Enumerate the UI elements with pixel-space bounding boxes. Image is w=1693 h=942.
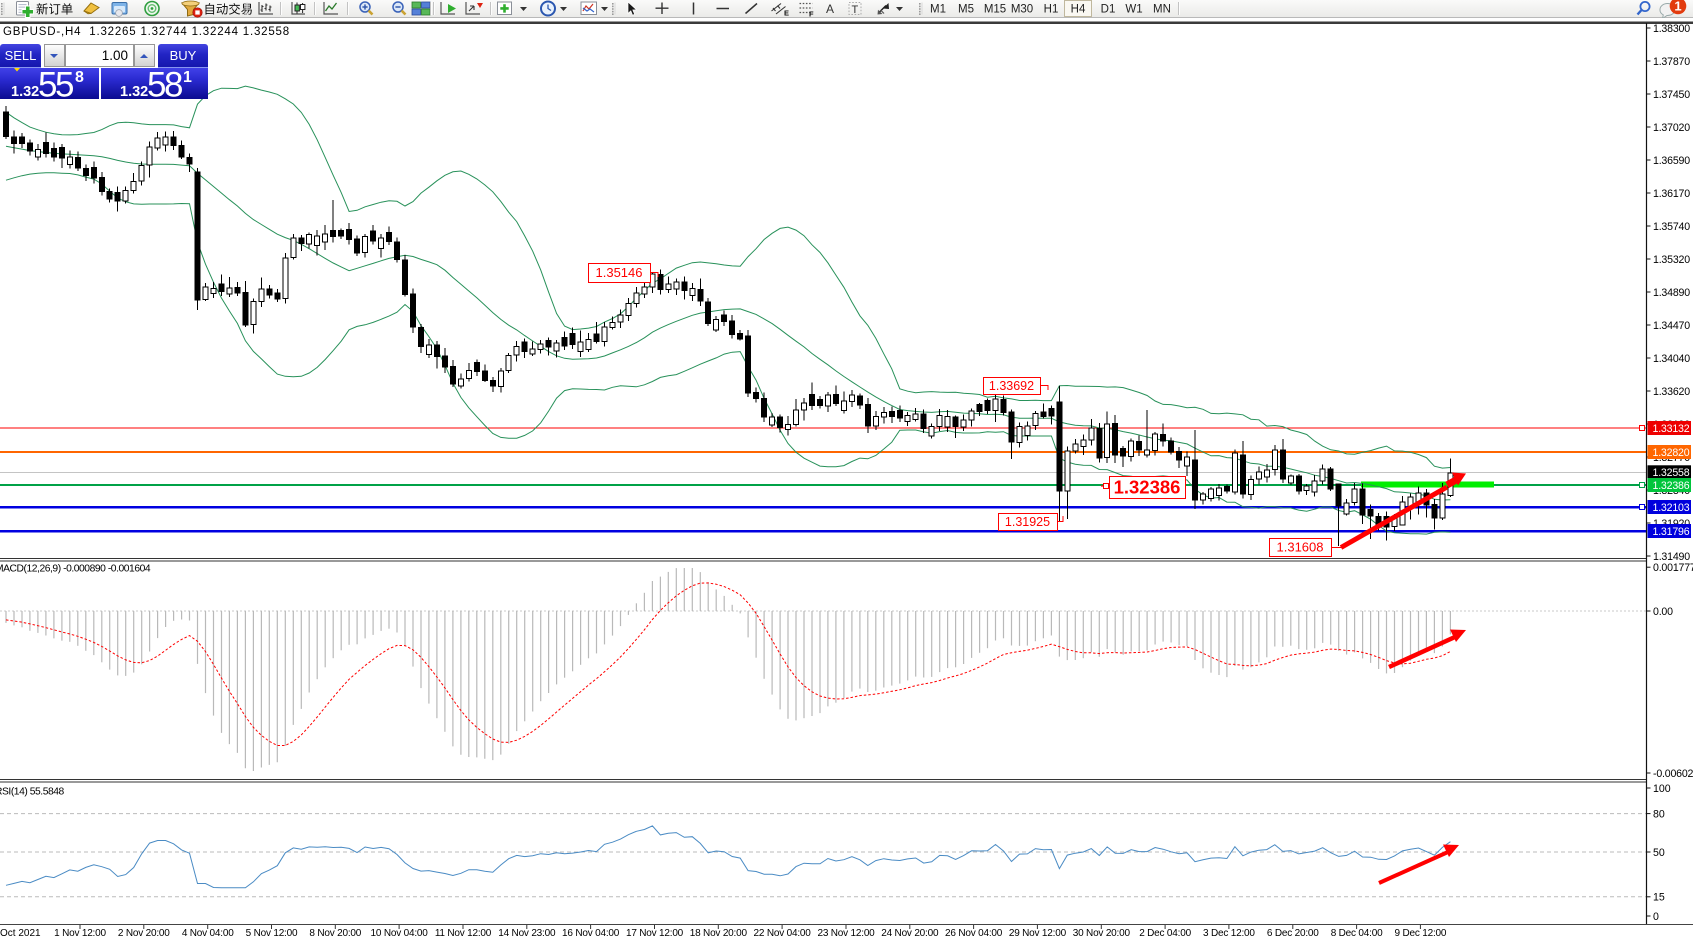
svg-text:H4: H4 [1071, 4, 1086, 16]
svg-text:80: 80 [1653, 808, 1665, 820]
svg-text:8 Nov 20:00: 8 Nov 20:00 [309, 928, 361, 939]
svg-text:16 Nov 04:00: 16 Nov 04:00 [562, 928, 620, 939]
svg-text:8 Dec 04:00: 8 Dec 04:00 [1331, 928, 1383, 939]
svg-text:3 Dec 12:00: 3 Dec 12:00 [1203, 928, 1255, 939]
svg-text:1.36590: 1.36590 [1653, 155, 1690, 167]
svg-text:23 Nov 12:00: 23 Nov 12:00 [817, 928, 875, 939]
svg-text:22 Nov 04:00: 22 Nov 04:00 [754, 928, 812, 939]
svg-text:5 Nov 12:00: 5 Nov 12:00 [246, 928, 298, 939]
svg-text:1.31490: 1.31490 [1653, 551, 1690, 563]
svg-text:26 Nov 04:00: 26 Nov 04:00 [945, 928, 1003, 939]
svg-text:18 Nov 20:00: 18 Nov 20:00 [690, 928, 748, 939]
svg-text:W1: W1 [1125, 4, 1142, 16]
svg-text:1.32103: 1.32103 [1653, 502, 1690, 514]
svg-text:M5: M5 [958, 4, 974, 16]
svg-text:1.36170: 1.36170 [1653, 188, 1690, 200]
svg-text:GBPUSD-,H4 1.32265 1.32744 1.: GBPUSD-,H4 1.32265 1.32744 1.32244 1.325… [3, 26, 290, 38]
svg-text:1.31925: 1.31925 [1005, 515, 1050, 529]
svg-text:1.35146: 1.35146 [596, 265, 643, 280]
svg-text:1.32: 1.32 [11, 84, 39, 99]
svg-text:1.35320: 1.35320 [1653, 254, 1690, 266]
svg-text:1: 1 [183, 69, 192, 86]
svg-text:4 Nov 04:00: 4 Nov 04:00 [182, 928, 234, 939]
svg-text:M30: M30 [1011, 4, 1033, 16]
svg-text:1.34040: 1.34040 [1653, 353, 1690, 365]
svg-text:8: 8 [75, 69, 84, 86]
svg-text:1.32386: 1.32386 [1653, 480, 1690, 492]
svg-text:55: 55 [38, 68, 73, 99]
svg-text:11 Nov 12:00: 11 Nov 12:00 [435, 928, 492, 939]
svg-text:29 Nov 12:00: 29 Nov 12:00 [1009, 928, 1067, 939]
svg-text:10 Nov 04:00: 10 Nov 04:00 [371, 928, 429, 939]
svg-text:MACD(12,26,9) -0.000890 -0.001: MACD(12,26,9) -0.000890 -0.001604 [0, 564, 151, 575]
svg-text:M1: M1 [930, 4, 946, 16]
svg-text:F: F [809, 10, 814, 19]
svg-text:0.001777: 0.001777 [1653, 562, 1693, 574]
svg-text:MN: MN [1153, 4, 1171, 16]
svg-text:1.32386: 1.32386 [1114, 477, 1181, 498]
svg-text:Oct 2021: Oct 2021 [0, 928, 41, 939]
svg-text:2 Dec 04:00: 2 Dec 04:00 [1139, 928, 1191, 939]
svg-text:H1: H1 [1044, 4, 1059, 16]
svg-text:RSI(14) 55.5848: RSI(14) 55.5848 [0, 787, 65, 798]
svg-text:30 Nov 20:00: 30 Nov 20:00 [1073, 928, 1131, 939]
svg-text:1.35740: 1.35740 [1653, 221, 1690, 233]
svg-text:T: T [852, 4, 859, 16]
svg-text:58: 58 [147, 68, 182, 99]
svg-text:24 Nov 20:00: 24 Nov 20:00 [881, 928, 939, 939]
svg-text:1.33132: 1.33132 [1653, 423, 1690, 435]
svg-text:1.33692: 1.33692 [989, 379, 1034, 393]
svg-text:-0.00602: -0.00602 [1653, 768, 1693, 780]
svg-text:1.31608: 1.31608 [1277, 540, 1324, 555]
svg-text:1.32558: 1.32558 [1653, 467, 1690, 479]
svg-text:9 Dec 12:00: 9 Dec 12:00 [1395, 928, 1447, 939]
svg-text:1.37870: 1.37870 [1653, 56, 1690, 68]
svg-text:1: 1 [1674, 0, 1681, 14]
svg-text:1.32820: 1.32820 [1653, 447, 1690, 459]
svg-text:1.37450: 1.37450 [1653, 89, 1690, 101]
svg-text:1 Nov 12:00: 1 Nov 12:00 [54, 928, 106, 939]
svg-text:D1: D1 [1101, 4, 1116, 16]
svg-text:1.37020: 1.37020 [1653, 122, 1690, 134]
svg-text:A: A [826, 2, 834, 16]
svg-text:17 Nov 12:00: 17 Nov 12:00 [626, 928, 684, 939]
svg-text:1.34890: 1.34890 [1653, 287, 1690, 299]
svg-text:1.34470: 1.34470 [1653, 320, 1690, 332]
svg-text:2 Nov 20:00: 2 Nov 20:00 [118, 928, 170, 939]
svg-text:0.00: 0.00 [1653, 606, 1673, 618]
svg-text:1.33620: 1.33620 [1653, 386, 1690, 398]
svg-text:6 Dec 20:00: 6 Dec 20:00 [1267, 928, 1319, 939]
svg-text:15: 15 [1653, 892, 1665, 904]
svg-text:1.32: 1.32 [120, 84, 148, 99]
svg-text:0: 0 [1653, 911, 1659, 923]
svg-text:M15: M15 [984, 4, 1006, 16]
svg-text:1.38300: 1.38300 [1653, 23, 1690, 35]
svg-text:E: E [784, 9, 789, 18]
svg-text:14 Nov 23:00: 14 Nov 23:00 [498, 928, 556, 939]
svg-text:50: 50 [1653, 847, 1665, 859]
svg-text:1.31796: 1.31796 [1653, 526, 1690, 538]
svg-text:100: 100 [1653, 783, 1671, 795]
